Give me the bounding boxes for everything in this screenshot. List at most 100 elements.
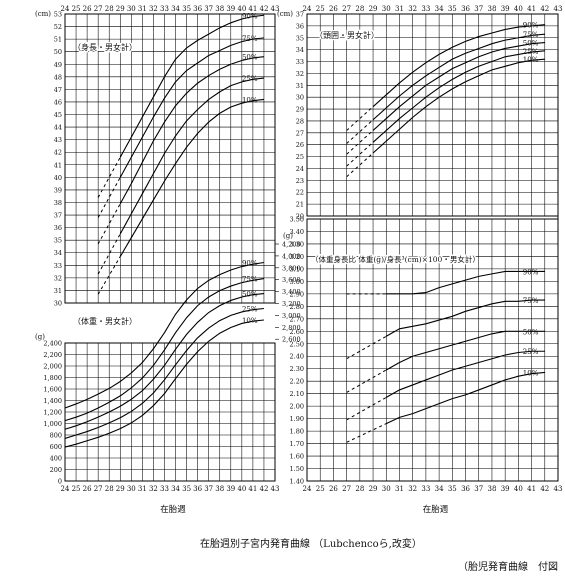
x-tick-label: 25 <box>72 485 81 493</box>
right-tick-label: 3,400 <box>282 288 301 296</box>
series-line-25pct <box>64 307 265 439</box>
y-tick-label: 1.80 <box>290 428 304 436</box>
right-tick-label: 2,800 <box>282 324 301 332</box>
length-chart: 90%75%50%25%10%3031323334353637383940414… <box>35 5 279 308</box>
y-tick-label: 33 <box>296 58 304 66</box>
x-tick-label: 40 <box>237 485 246 493</box>
x-tick-label-top: 29 <box>116 5 125 13</box>
y-tick-label: 2,000 <box>43 363 62 371</box>
y-tick-label: 39 <box>54 186 62 194</box>
percentile-label: 75% <box>523 297 539 305</box>
x-tick-label: 39 <box>226 485 235 493</box>
series-dash-10pct <box>97 256 121 295</box>
series-line-10pct <box>119 98 265 257</box>
y-tick-label: 2.80 <box>290 303 304 311</box>
x-tick-label: 41 <box>527 485 536 493</box>
x-tick-label: 33 <box>160 485 169 493</box>
x-tick-label: 34 <box>435 485 444 493</box>
y-tick-label: 3.30 <box>290 240 304 248</box>
y-tick-label: 23 <box>296 177 304 185</box>
x-tick-label-top: 38 <box>487 5 496 13</box>
y-tick-label: 2.10 <box>290 390 304 398</box>
y-tick-label: 37 <box>296 11 304 19</box>
y-tick-label: 21 <box>296 201 304 209</box>
x-tick-label-top: 26 <box>83 5 92 13</box>
y-tick-label: 3.50 <box>290 216 304 224</box>
y-tick-label: 31 <box>296 82 304 90</box>
x-tick-label-top: 31 <box>138 5 147 13</box>
y-tick-label: 3.40 <box>290 228 304 236</box>
y-tick-label: 47 <box>54 86 62 94</box>
percentile-label: 90% <box>523 22 539 30</box>
right-tick-label: 3,800 <box>282 264 301 272</box>
y-tick-label: 32 <box>296 70 304 78</box>
y-tick-label: 2.30 <box>290 365 304 373</box>
y-tick-label: 28 <box>296 117 304 125</box>
x-tick-label: 35 <box>182 485 191 493</box>
y-tick-label: 40 <box>54 174 62 182</box>
x-tick-label: 43 <box>271 485 280 493</box>
x-tick-label-top: 27 <box>94 5 103 13</box>
series-line-75pct <box>119 37 265 178</box>
x-tick-label: 43 <box>554 485 563 493</box>
series-line-75pct <box>64 278 265 422</box>
x-tick-label-top: 43 <box>554 5 563 13</box>
y-tick-label: 3.10 <box>290 265 304 273</box>
right-tick-label: 3,200 <box>282 300 301 308</box>
x-tick-label: 42 <box>540 485 549 493</box>
x-tick-label-top: 36 <box>193 5 202 13</box>
y-tick-label: 1.70 <box>290 440 304 448</box>
percentile-label: 50% <box>523 40 539 48</box>
percentile-label: 25% <box>242 75 258 83</box>
x-tick-label-top: 37 <box>204 5 213 13</box>
y-tick-label: 1,200 <box>43 409 62 417</box>
panel-label: （頭囲・男女計） <box>315 30 379 40</box>
x-tick-label: 28 <box>105 485 114 493</box>
unit-label: (cm) <box>277 10 293 18</box>
y-tick-label: 25 <box>296 153 304 161</box>
series-line-10pct <box>372 58 545 154</box>
x-tick-label: 31 <box>395 485 404 493</box>
percentile-label: 10% <box>242 317 258 325</box>
y-tick-label: 2.50 <box>290 340 304 348</box>
x-tick-label: 39 <box>501 485 510 493</box>
plot-frame <box>64 13 276 304</box>
series-dash-10pct <box>346 423 387 443</box>
x-axis-title: 在胎週 <box>160 504 186 515</box>
x-tick-label: 29 <box>116 485 125 493</box>
x-tick-label-top: 39 <box>226 5 235 13</box>
y-tick-label: 29 <box>296 106 304 114</box>
x-tick-label: 38 <box>215 485 224 493</box>
x-tick-label-top: 33 <box>421 5 430 13</box>
head-chart: 90%75%50%25%10% 20 21 22 23 24 25 26 27 28 29 30 31 3… <box>277 5 562 221</box>
percentile-label: 10% <box>523 56 539 64</box>
y-tick-label: 1,000 <box>43 420 62 428</box>
x-tick-label-top: 33 <box>160 5 169 13</box>
x-tick-label: 28 <box>355 485 364 493</box>
series-dash-75pct <box>346 335 387 360</box>
y-tick-label: 1.40 <box>290 478 304 486</box>
y-tick-label: 38 <box>54 199 62 207</box>
percentile-label: 75% <box>242 276 258 284</box>
x-tick-label: 30 <box>382 485 391 493</box>
x-tick-label: 32 <box>408 485 417 493</box>
x-tick-label-top: 41 <box>248 5 257 13</box>
y-tick-label: 600 <box>50 443 62 451</box>
y-tick-label: 2.20 <box>290 378 304 386</box>
y-tick-label: 53 <box>54 11 62 19</box>
y-tick-label: 26 <box>296 141 304 149</box>
series-line-25pct <box>385 350 545 398</box>
x-tick-label: 34 <box>171 485 180 493</box>
x-tick-label: 29 <box>369 485 378 493</box>
series-line-50pct <box>385 330 545 371</box>
y-tick-label: 2.60 <box>290 328 304 336</box>
y-tick-label: 30 <box>296 94 304 102</box>
x-tick-label-top: 30 <box>382 5 391 13</box>
x-tick-label: 27 <box>94 485 103 493</box>
x-tick-label-top: 28 <box>105 5 114 13</box>
x-tick-label-top: 27 <box>342 5 351 13</box>
series-line-75pct <box>372 33 545 121</box>
x-axis-title: 在胎週 <box>423 504 449 515</box>
y-tick-label: 1.60 <box>290 453 304 461</box>
